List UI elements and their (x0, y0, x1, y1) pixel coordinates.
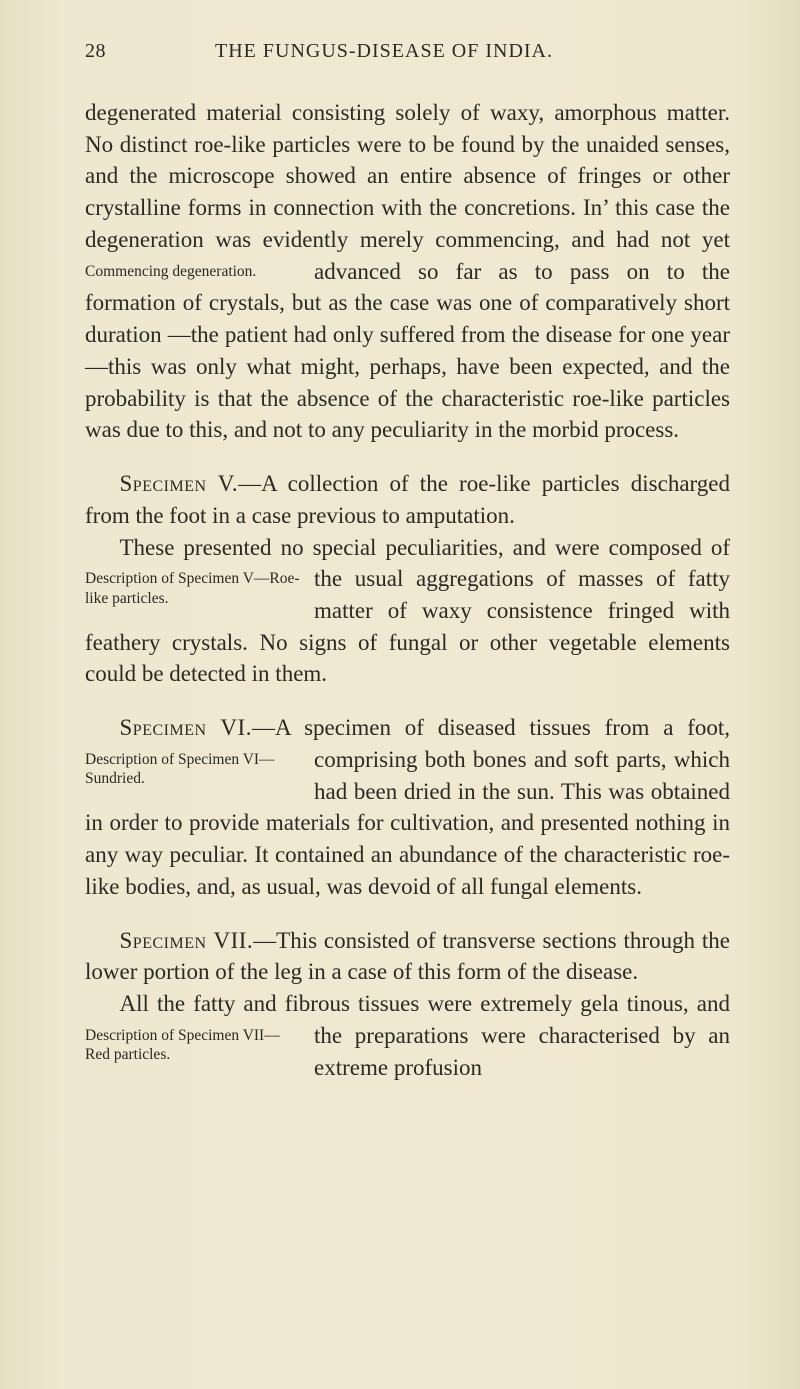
margin-note-commencing-degeneration: Commencing degene­ration. (85, 262, 300, 281)
specimen-vi-label: Specimen VI. (120, 715, 252, 740)
para4-lead: —A specimen of diseased tissues from (252, 715, 663, 740)
page-title: THE FUNGUS-DISEASE OF INDIA. (66, 40, 702, 63)
paragraph-3: These presented no special peculiarities… (85, 532, 730, 691)
body-text: degenerated material consisting solely o… (85, 97, 730, 1083)
margin-note-specimen-vii: Description of Spe­cimen VII—Red par­tic… (85, 1026, 300, 1065)
paragraph-6: All the fatty and fibrous tissues were e… (85, 988, 730, 1083)
para4-part-b: a foot, comprising both bones and soft p… (85, 715, 730, 899)
running-head: 28 THE FUNGUS-DISEASE OF INDIA. (85, 40, 730, 63)
paragraph-specimen-vii: Specimen VII.—This consisted of transver… (85, 925, 730, 988)
paragraph-specimen-vi: Specimen VI.—A specimen of diseased tiss… (85, 712, 730, 902)
para6-part-a: All the fatty and fibrous tissues were e… (120, 991, 619, 1016)
margin-note-specimen-vi: Description of Speci­men VI—Sundried. (85, 750, 300, 789)
specimen-v-label: Specimen V. (120, 471, 239, 496)
paragraph-1: degenerated material consisting solely o… (85, 97, 730, 446)
para3-part-a: These presented no special peculiarities… (120, 535, 609, 560)
page: 28 THE FUNGUS-DISEASE OF INDIA. degenera… (0, 0, 800, 1389)
paragraph-specimen-v: Specimen V.—A collection of the roe-like… (85, 468, 730, 531)
margin-note-specimen-v: Description of Speci­men V—Roe-like part… (85, 569, 300, 608)
para1-part-b: had not yet advanced so far as to pass o… (85, 227, 730, 442)
specimen-vii-label: Specimen VII. (120, 928, 254, 953)
